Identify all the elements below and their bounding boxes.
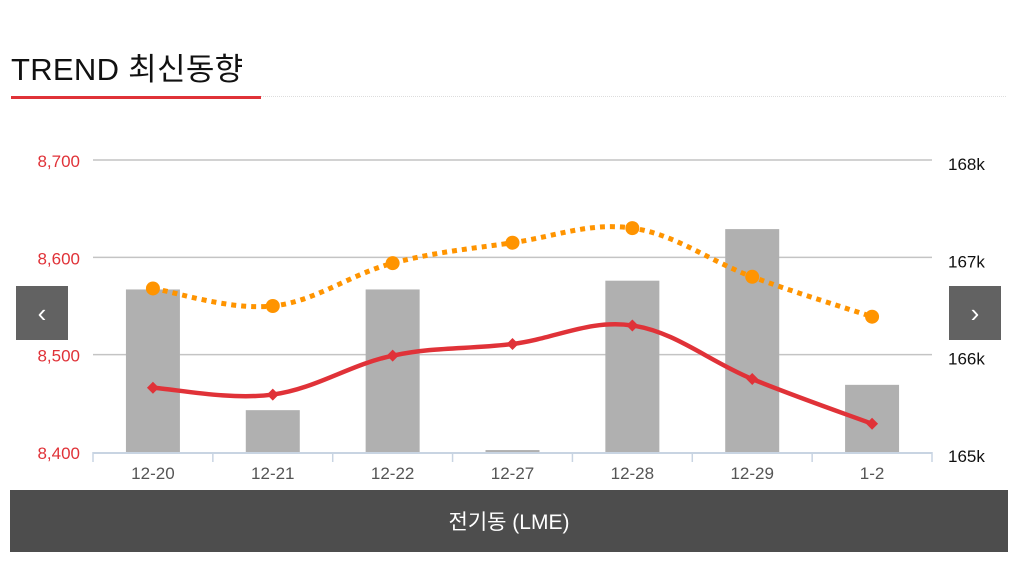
trend-chart: 8,400 8,500 8,600 8,700 165k 166k 167k 168k 12-2… bbox=[37, 152, 985, 483]
bar-12-21 bbox=[245, 410, 300, 452]
x-axis-label: 1-2 bbox=[860, 464, 885, 483]
chevron-left-icon: ‹ bbox=[37, 297, 47, 328]
solid-point-12-28 bbox=[626, 319, 639, 332]
next-button[interactable]: › bbox=[949, 286, 1001, 340]
solid-point-1-2 bbox=[866, 417, 879, 430]
left-axis-tick: 8,600 bbox=[37, 249, 80, 268]
left-axis-tick: 8,500 bbox=[37, 347, 80, 366]
chart-caption: 전기동 (LME) bbox=[448, 511, 570, 534]
right-axis-tick: 167k bbox=[948, 252, 985, 271]
title-divider bbox=[11, 96, 1006, 97]
bar-12-28 bbox=[605, 280, 660, 452]
solid-point-12-29 bbox=[746, 373, 759, 385]
prev-button[interactable]: ‹ bbox=[16, 286, 68, 340]
solid-point-12-22 bbox=[386, 349, 399, 362]
x-axis-label: 12-22 bbox=[371, 464, 414, 483]
dotted-point-12-28 bbox=[625, 221, 640, 236]
x-axis-label: 12-28 bbox=[611, 464, 654, 483]
x-axis-label: 12-21 bbox=[251, 464, 294, 483]
dotted-point-1-2 bbox=[865, 309, 880, 324]
page-title: TREND 최신동향 bbox=[11, 52, 244, 87]
dotted-point-12-29 bbox=[745, 269, 760, 284]
dotted-point-12-27 bbox=[505, 235, 520, 250]
right-axis-tick: 165k bbox=[948, 447, 985, 466]
solid-point-12-27 bbox=[506, 337, 519, 350]
dotted-point-12-21 bbox=[265, 299, 280, 313]
left-axis-tick: 8,400 bbox=[37, 444, 80, 463]
dotted-point-12-22 bbox=[385, 256, 400, 271]
solid-point-12-21 bbox=[266, 388, 279, 401]
title-accent-bar bbox=[11, 96, 261, 99]
dotted-point-12-20 bbox=[145, 281, 160, 296]
bar-12-29 bbox=[725, 229, 780, 452]
x-axis-label: 12-29 bbox=[730, 464, 773, 483]
chart-caption-bar: 전기동 (LME) bbox=[10, 490, 1008, 552]
solid-point-12-20 bbox=[146, 381, 159, 394]
right-axis-tick: 168k bbox=[948, 155, 985, 174]
bar-12-20 bbox=[125, 289, 180, 452]
chevron-right-icon: › bbox=[970, 297, 980, 328]
bar-12-27 bbox=[485, 450, 540, 452]
x-axis-label: 12-27 bbox=[491, 464, 534, 483]
x-axis-label: 12-20 bbox=[131, 464, 174, 483]
bar-12-22 bbox=[365, 289, 420, 452]
left-axis-tick: 8,700 bbox=[37, 152, 80, 171]
right-axis-tick: 166k bbox=[948, 350, 985, 369]
